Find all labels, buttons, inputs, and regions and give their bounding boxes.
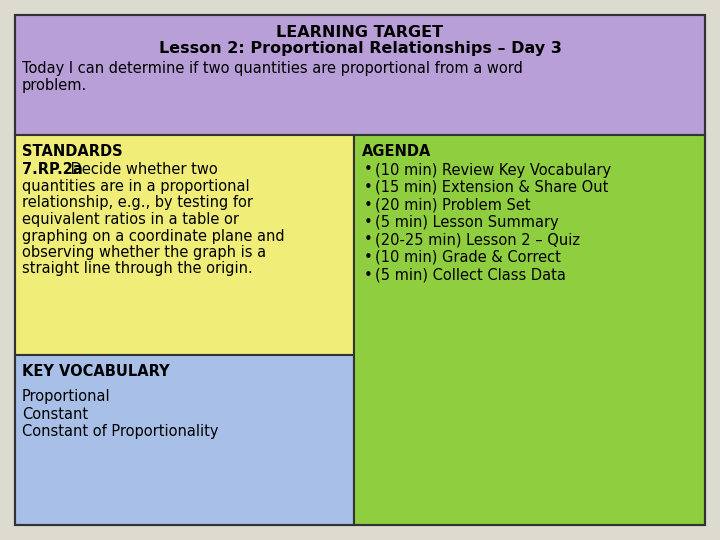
Text: 7.RP.2a: 7.RP.2a xyxy=(22,163,83,178)
Text: LEARNING TARGET: LEARNING TARGET xyxy=(276,25,444,40)
Text: (5 min) Collect Class Data: (5 min) Collect Class Data xyxy=(376,267,567,282)
Bar xyxy=(354,135,705,525)
Text: (10 min) Review Key Vocabulary: (10 min) Review Key Vocabulary xyxy=(376,163,611,178)
Text: (10 min) Grade & Correct: (10 min) Grade & Correct xyxy=(376,250,562,265)
Bar xyxy=(15,135,354,355)
Text: •: • xyxy=(364,267,372,282)
Text: relationship, e.g., by testing for: relationship, e.g., by testing for xyxy=(22,195,253,211)
Text: Constant: Constant xyxy=(22,407,88,422)
Text: (5 min) Lesson Summary: (5 min) Lesson Summary xyxy=(376,215,559,230)
Text: Lesson 2: Proportional Relationships – Day 3: Lesson 2: Proportional Relationships – D… xyxy=(158,41,562,56)
Text: Decide whether two: Decide whether two xyxy=(66,163,217,178)
Text: quantities are in a proportional: quantities are in a proportional xyxy=(22,179,250,194)
Text: graphing on a coordinate plane and: graphing on a coordinate plane and xyxy=(22,228,284,244)
Text: equivalent ratios in a table or: equivalent ratios in a table or xyxy=(22,212,239,227)
Text: straight line through the origin.: straight line through the origin. xyxy=(22,261,253,276)
Bar xyxy=(15,15,705,135)
Text: (20-25 min) Lesson 2 – Quiz: (20-25 min) Lesson 2 – Quiz xyxy=(376,233,580,247)
Text: •: • xyxy=(364,233,372,247)
Text: (15 min) Extension & Share Out: (15 min) Extension & Share Out xyxy=(376,180,609,195)
Text: observing whether the graph is a: observing whether the graph is a xyxy=(22,245,266,260)
Text: •: • xyxy=(364,215,372,230)
Text: •: • xyxy=(364,180,372,195)
Text: •: • xyxy=(364,163,372,178)
Text: Proportional: Proportional xyxy=(22,389,111,404)
Bar xyxy=(15,355,354,525)
Text: (20 min) Problem Set: (20 min) Problem Set xyxy=(376,198,531,213)
Text: AGENDA: AGENDA xyxy=(361,144,431,159)
Text: •: • xyxy=(364,250,372,265)
Text: Today I can determine if two quantities are proportional from a word: Today I can determine if two quantities … xyxy=(22,61,523,76)
Text: problem.: problem. xyxy=(22,78,87,93)
Text: KEY VOCABULARY: KEY VOCABULARY xyxy=(22,364,170,379)
Text: Constant of Proportionality: Constant of Proportionality xyxy=(22,424,218,439)
Text: STANDARDS: STANDARDS xyxy=(22,144,122,159)
Text: •: • xyxy=(364,198,372,213)
